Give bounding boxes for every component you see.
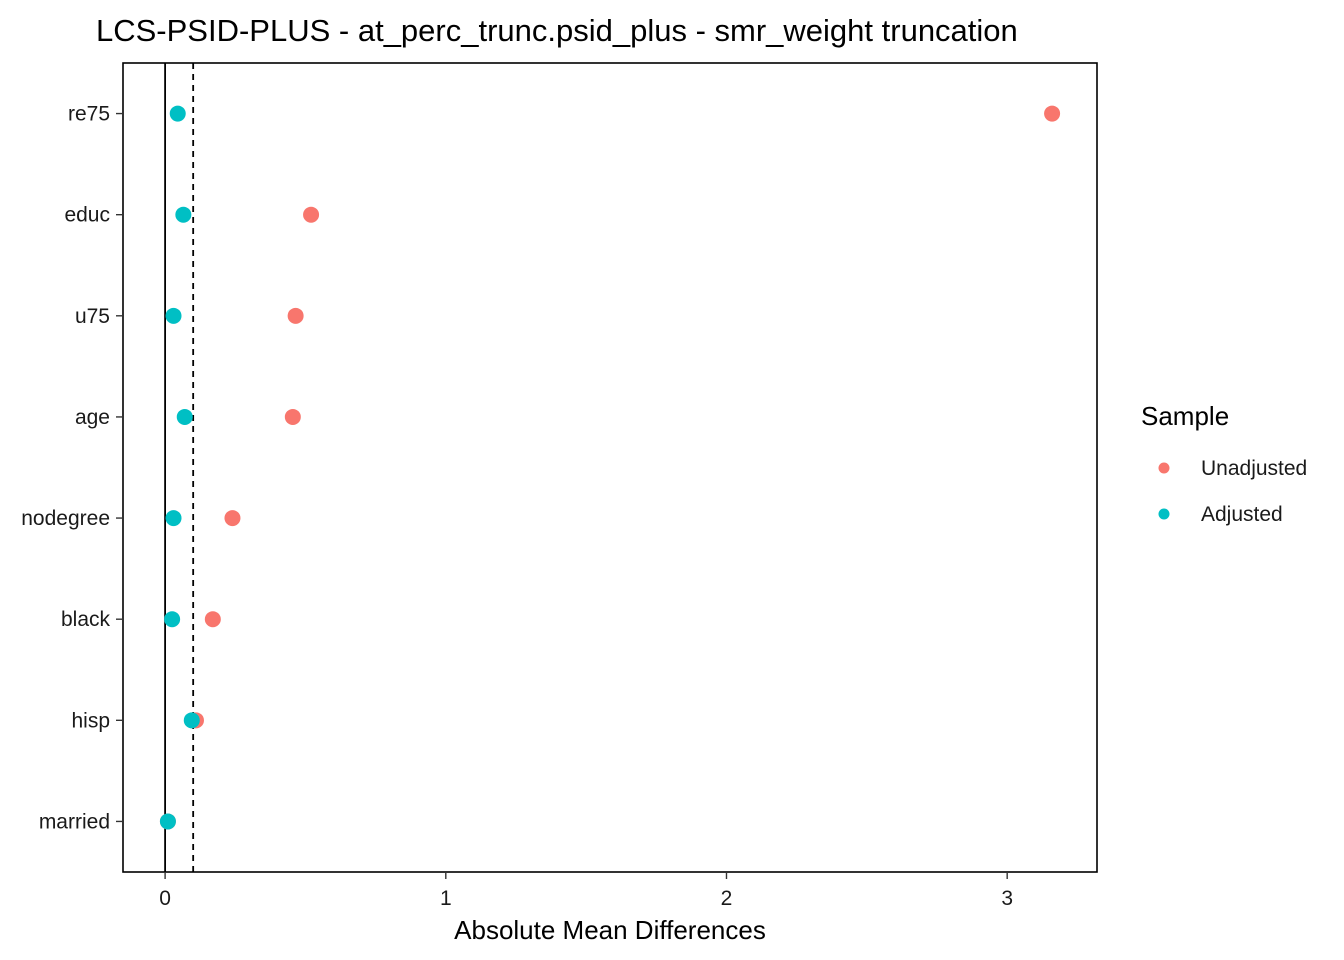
point-adjusted-hisp [183,712,200,729]
y-tick-label: black [61,608,111,631]
reference-lines [164,63,195,872]
x-tick-label: 0 [159,887,171,910]
point-adjusted-black [164,611,181,628]
legend-key-adjusted [1158,508,1170,520]
point-adjusted-u75 [165,307,182,324]
x-tick-label: 1 [440,887,452,910]
y-axis: re75 educ u75 age nodegree black hisp married [21,103,123,833]
point-adjusted-nodegree [165,510,182,527]
x-tick-label: 2 [721,887,733,910]
y-tick-label: nodegree [21,507,110,530]
legend: Sample Unadjusted Adjusted [1141,401,1307,526]
legend-key-unadjusted [1158,462,1170,474]
point-unadjusted-black [204,611,221,628]
point-adjusted-educ [175,206,192,223]
point-unadjusted-educ [303,206,320,223]
chart-title: LCS-PSID-PLUS - at_perc_trunc.psid_plus … [96,13,1018,48]
x-tick-label: 3 [1001,887,1013,910]
x-axis: 0 1 2 3 [159,872,1013,910]
y-tick-label: re75 [68,103,110,126]
y-tick-label: educ [64,204,110,227]
x-axis-title: Absolute Mean Differences [454,915,766,945]
legend-items: Unadjusted Adjusted [1158,457,1307,526]
point-adjusted-married [159,813,176,830]
point-adjusted-age [176,408,193,425]
y-tick-label: hisp [71,709,110,732]
point-unadjusted-age [284,408,301,425]
y-tick-label: age [75,406,110,429]
y-tick-label: u75 [75,305,110,328]
data-points [159,105,1061,830]
point-unadjusted-u75 [287,307,304,324]
legend-title: Sample [1141,401,1229,431]
plot-panel-border [122,62,1098,873]
legend-label-unadjusted: Unadjusted [1201,457,1307,480]
point-unadjusted-re75 [1044,105,1061,122]
point-unadjusted-nodegree [224,510,241,527]
y-tick-label: married [39,810,110,833]
point-adjusted-re75 [169,105,186,122]
legend-label-adjusted: Adjusted [1201,503,1283,526]
